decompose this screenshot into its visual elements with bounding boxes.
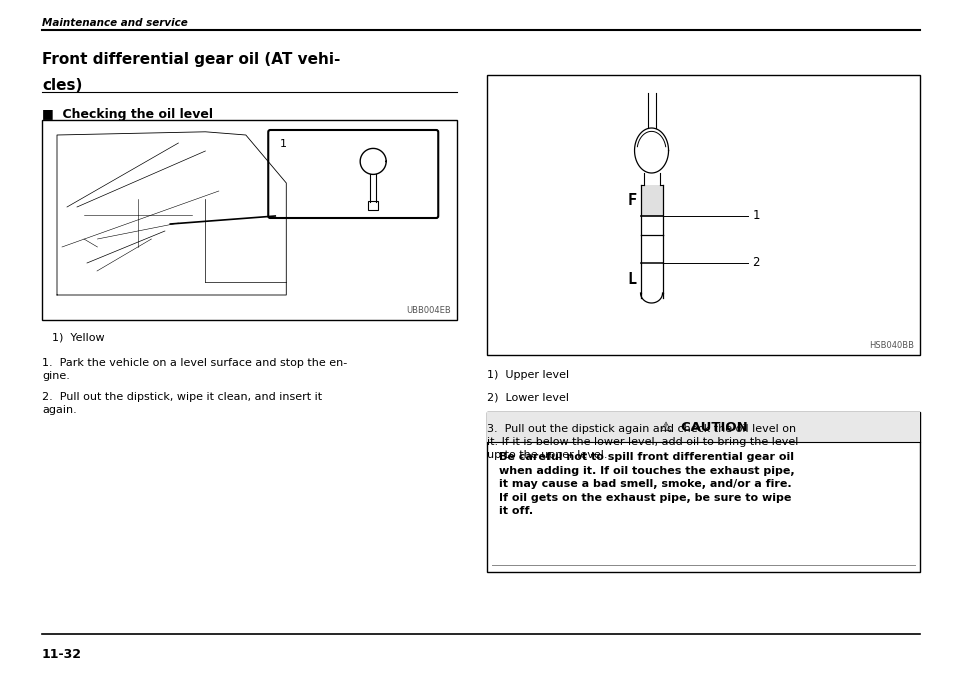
Text: 1.  Park the vehicle on a level surface and stop the en-
gine.: 1. Park the vehicle on a level surface a… <box>42 358 347 381</box>
Text: HSB040BB: HSB040BB <box>868 341 913 350</box>
Bar <box>486 412 919 442</box>
Text: 1)  Upper level: 1) Upper level <box>486 370 569 380</box>
Text: 2.  Pull out the dipstick, wipe it clean, and insert it
again.: 2. Pull out the dipstick, wipe it clean,… <box>42 392 322 415</box>
Bar <box>42 120 456 320</box>
Text: ■  Checking the oil level: ■ Checking the oil level <box>42 108 213 121</box>
Bar <box>639 185 661 216</box>
Text: 2: 2 <box>752 257 760 270</box>
Text: 1: 1 <box>752 210 760 222</box>
Text: 3.  Pull out the dipstick again and check the oil level on
it. If it is below th: 3. Pull out the dipstick again and check… <box>486 424 798 460</box>
Text: 1)  Yellow: 1) Yellow <box>52 332 105 342</box>
Text: Front differential gear oil (AT vehi-: Front differential gear oil (AT vehi- <box>42 52 340 67</box>
FancyBboxPatch shape <box>268 130 437 218</box>
Bar <box>486 412 919 572</box>
Text: 2)  Lower level: 2) Lower level <box>486 392 568 402</box>
Text: cles): cles) <box>42 78 82 93</box>
Text: F: F <box>627 193 636 208</box>
Text: Maintenance and service: Maintenance and service <box>42 18 188 28</box>
Text: Be careful not to spill front differential gear oil
when adding it. If oil touch: Be careful not to spill front differenti… <box>498 452 794 516</box>
Text: L: L <box>627 272 636 287</box>
Text: 11-32: 11-32 <box>42 648 82 661</box>
Bar <box>486 75 919 355</box>
Text: 1: 1 <box>280 139 287 149</box>
Text: UBB004EB: UBB004EB <box>406 306 451 315</box>
Text: ⚠  CAUTION: ⚠ CAUTION <box>659 421 746 433</box>
Bar <box>368 201 377 210</box>
